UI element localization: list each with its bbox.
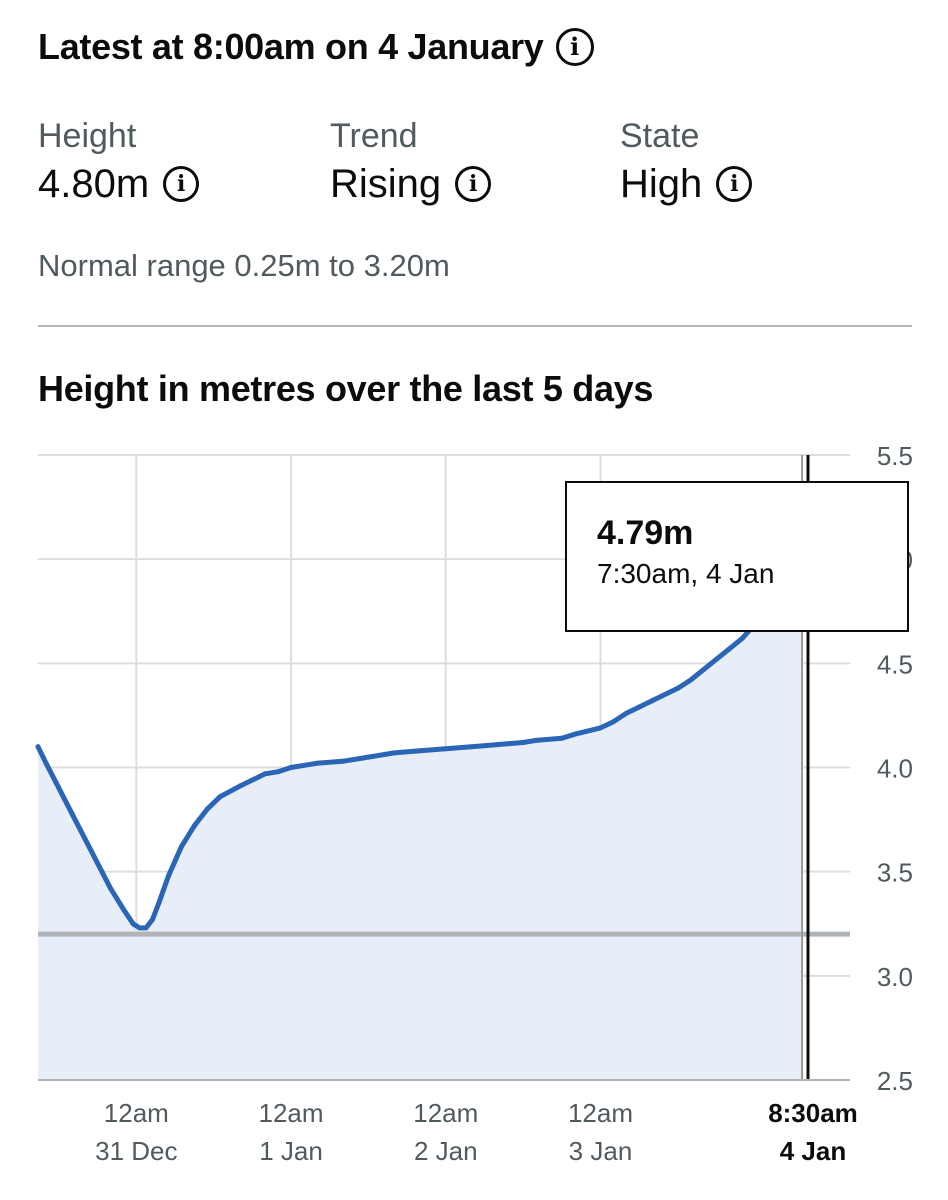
data-point (43, 760, 49, 766)
stat-height-label: Height (38, 117, 137, 155)
stat-trend-label: Trend (330, 117, 418, 155)
data-point (533, 737, 539, 743)
data-point (120, 906, 126, 912)
data-point (494, 742, 500, 748)
data-point (443, 746, 449, 752)
stat-trend-value-row: Rising i (330, 156, 492, 212)
data-point (726, 646, 732, 652)
data-point (130, 921, 136, 927)
data-point (598, 725, 603, 731)
data-point (688, 677, 694, 683)
tooltip-time: 7:30am, 4 Jan (597, 558, 775, 589)
stat-state-label: State (620, 117, 700, 155)
y-tick-label: 4.5 (877, 649, 913, 679)
data-point (237, 783, 242, 789)
data-point (417, 748, 423, 754)
data-point (340, 758, 346, 764)
data-point (365, 754, 371, 760)
data-point (623, 710, 629, 716)
data-point (739, 635, 745, 641)
normal-range-text: Normal range 0.25m to 3.20m (38, 248, 450, 283)
data-point (35, 744, 41, 750)
info-icon[interactable]: i (716, 166, 753, 202)
series-area (38, 588, 804, 1080)
info-icon[interactable]: i (455, 166, 492, 202)
tooltip-value: 4.79m (597, 514, 694, 552)
stat-state: State High i (620, 116, 753, 212)
data-point (191, 823, 197, 829)
data-point (149, 917, 155, 923)
x-tick-label: 12am (568, 1098, 633, 1128)
data-point (649, 698, 655, 704)
data-point (204, 806, 210, 812)
data-point (610, 719, 616, 725)
data-point (69, 810, 75, 816)
data-point (559, 735, 565, 741)
y-tick-label: 4.0 (877, 754, 913, 784)
data-point (520, 740, 526, 745)
data-point (249, 777, 255, 783)
data-point (166, 873, 171, 879)
y-tick-label: 3.0 (877, 962, 913, 992)
data-point (178, 844, 184, 850)
data-point (314, 760, 320, 766)
data-point (56, 785, 62, 791)
x-tick-label: 31 Dec (95, 1136, 177, 1166)
stat-trend-value: Rising (330, 162, 442, 206)
data-point (572, 731, 578, 737)
section-divider (38, 325, 912, 327)
data-point (82, 835, 88, 841)
info-icon[interactable]: i (555, 28, 594, 66)
stat-trend: Trend Rising i (330, 116, 492, 212)
stat-state-value: High (620, 162, 703, 206)
latest-heading-text: Latest at 8:00am on 4 January (38, 26, 544, 67)
x-tick-label: 12am (259, 1098, 324, 1128)
y-tick-label: 3.5 (877, 858, 913, 888)
info-icon[interactable]: i (163, 166, 200, 202)
chart-title: Height in metres over the last 5 days (38, 368, 654, 409)
data-point (262, 771, 268, 777)
data-point (469, 744, 474, 750)
x-tick-label: 8:30am (768, 1098, 858, 1128)
data-point (288, 765, 294, 770)
x-tick-label: 12am (104, 1098, 169, 1128)
stat-height-value-row: 4.80m i (38, 156, 200, 212)
data-point (391, 750, 397, 756)
data-point (714, 656, 719, 662)
x-tick-label: 1 Jan (259, 1136, 323, 1166)
y-tick-label: 2.5 (877, 1066, 913, 1096)
stat-state-value-row: High i (620, 156, 753, 212)
data-point (675, 685, 681, 691)
x-tick-label: 12am (413, 1098, 478, 1128)
y-tick-label: 5.5 (877, 441, 913, 471)
data-point (108, 885, 113, 891)
data-point (143, 925, 149, 931)
data-point (156, 900, 162, 906)
stat-height-value: 4.80m (38, 162, 150, 206)
x-tick-label: 3 Jan (569, 1136, 633, 1166)
stat-height: Height 4.80m i (38, 116, 200, 212)
latest-heading: Latest at 8:00am on 4 January i (38, 26, 594, 68)
data-point (217, 794, 223, 800)
chart-tooltip: 4.79m 7:30am, 4 Jan (565, 481, 909, 632)
data-point (275, 769, 281, 775)
data-point (137, 925, 142, 931)
x-tick-label: 4 Jan (780, 1136, 847, 1166)
x-tick-label: 2 Jan (414, 1136, 478, 1166)
data-point (95, 860, 101, 866)
